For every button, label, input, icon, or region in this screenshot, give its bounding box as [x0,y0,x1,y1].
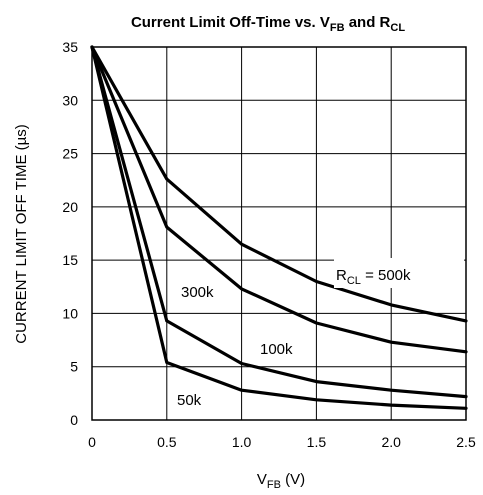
x-axis-label-rest: (V) [281,471,305,488]
y-tick-label: 5 [70,359,78,375]
annotation-500k-main: R [336,267,347,284]
grid [92,47,466,420]
y-tick-label: 30 [62,92,78,108]
curves [90,45,468,410]
x-axis-label: VFB (V) [257,471,305,491]
x-tick-label: 1.5 [307,434,327,450]
annotation-300k: 300k [181,284,214,301]
y-tick-label: 10 [62,305,78,321]
chart-title-sub2: CL [390,22,405,34]
plot-frame [91,46,467,421]
series-line-100k [90,45,468,399]
y-axis-label: CURRENT LIMIT OFF TIME (µs) [13,124,30,343]
annotation-500k-rest: = 500k [361,267,411,284]
x-tick-label: 0.5 [157,434,177,450]
x-tick-labels: 0 0.5 1.0 1.5 2.0 2.5 [88,434,476,450]
x-tick-label: 0 [88,434,96,450]
chart-title-sub1: FB [330,22,345,34]
chart-title-mid: and R [345,14,391,31]
x-tick-label: 2.0 [381,434,401,450]
annotation-500k: RCL = 500k [336,267,411,287]
x-axis-label-main: V [257,471,267,488]
y-tick-labels: 0 5 10 15 20 25 30 35 [62,39,78,428]
annotation-50k: 50k [177,392,202,409]
x-tick-label: 2.5 [456,434,476,450]
y-tick-label: 20 [62,199,78,215]
y-tick-label: 0 [70,412,78,428]
series-line-300k [90,45,468,354]
chart-title-main: Current Limit Off-Time vs. V [131,14,330,31]
y-tick-label: 25 [62,146,78,162]
x-axis-label-sub: FB [267,479,281,491]
annotation-500k-sub: CL [347,275,361,287]
series-line-500k [90,45,468,323]
y-tick-label: 15 [62,252,78,268]
annotation-100k: 100k [260,341,293,358]
series-line-50k [90,45,468,410]
y-tick-label: 35 [62,39,78,55]
chart-title: Current Limit Off-Time vs. VFB and RCL [131,14,405,34]
x-tick-label: 1.0 [232,434,252,450]
annotation-500k-bg [334,258,464,288]
